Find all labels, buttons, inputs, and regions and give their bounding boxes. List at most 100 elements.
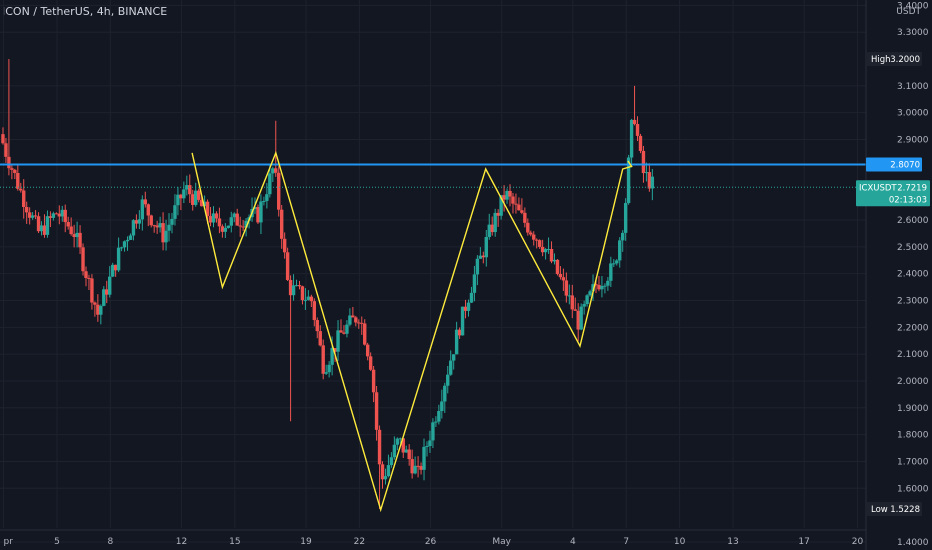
candle <box>19 182 23 193</box>
time-tick-label: 20 <box>852 537 864 547</box>
candle <box>33 210 38 220</box>
low-badge: Low 1.5228 <box>866 502 922 517</box>
candle <box>300 285 305 305</box>
candle <box>226 225 231 229</box>
candle <box>81 243 85 276</box>
title-separator: , <box>89 5 97 18</box>
candle <box>131 219 136 241</box>
candle <box>505 188 509 204</box>
candle <box>546 237 551 254</box>
candle <box>122 240 127 252</box>
candle <box>176 187 180 216</box>
candle <box>223 223 228 238</box>
candle <box>7 59 11 176</box>
candle <box>16 164 20 191</box>
symbol-title[interactable]: ICON / TetherUS, 4h, BINANCE <box>2 5 167 18</box>
candle <box>523 207 527 228</box>
candle <box>4 137 8 163</box>
resistance-line[interactable] <box>0 163 866 188</box>
candle <box>274 120 278 177</box>
time-tick-label: 19 <box>300 537 312 547</box>
candle <box>105 280 109 304</box>
candle <box>155 220 159 234</box>
candle <box>632 85 637 126</box>
candle <box>618 237 622 268</box>
pattern-drawing[interactable] <box>191 150 633 513</box>
candle <box>644 162 649 182</box>
candle <box>66 216 70 230</box>
candle <box>161 212 165 251</box>
candle <box>185 175 189 196</box>
candle <box>306 290 311 301</box>
candle <box>549 241 554 264</box>
candle <box>478 247 483 259</box>
candle <box>600 276 604 298</box>
time-tick-label: 15 <box>229 537 240 547</box>
candle <box>472 265 477 302</box>
candle <box>51 211 56 221</box>
candle <box>532 231 536 246</box>
candle <box>377 425 382 510</box>
candle <box>368 352 373 371</box>
candle <box>389 452 394 468</box>
candle <box>179 193 183 211</box>
candle <box>143 191 147 208</box>
candle <box>606 277 610 291</box>
candle <box>564 272 569 303</box>
candle <box>454 321 459 355</box>
price-tick-label: 3.3000 <box>897 28 929 38</box>
price-tick-label: 1.7000 <box>897 457 929 467</box>
price-badges: High 3.2000 2.8070 ICXUSDT 2.7219 02:13:03 Low… <box>856 52 930 517</box>
current-price-badge: ICXUSDT 2.7219 02:13:03 <box>856 180 930 207</box>
candle <box>419 462 423 475</box>
candle <box>140 195 145 231</box>
candle <box>484 229 488 267</box>
candle <box>259 194 263 235</box>
time-axis[interactable]: pr 5 8 12 15 19 22 26 May 4 7 10 13 17 20 <box>0 529 866 547</box>
candle <box>285 247 290 282</box>
candle <box>45 210 50 238</box>
candle <box>457 327 462 339</box>
price-tick-label: 1.8000 <box>897 431 929 441</box>
candle <box>60 205 64 222</box>
candle <box>342 325 346 335</box>
candle <box>508 184 512 207</box>
candle <box>271 166 275 182</box>
candle <box>437 404 441 425</box>
candle <box>188 174 192 203</box>
time-tick-label: 7 <box>623 537 629 547</box>
w-pattern-path[interactable] <box>191 150 633 513</box>
price-tick-label: 2.5000 <box>897 243 929 253</box>
candle <box>279 204 284 249</box>
candle <box>481 251 486 264</box>
candle <box>496 209 500 227</box>
candle <box>336 320 340 361</box>
candle <box>268 164 272 198</box>
title-separator: , <box>110 5 118 18</box>
candle <box>202 195 207 207</box>
candle <box>232 212 236 223</box>
candle <box>520 198 524 215</box>
time-tick-label: 8 <box>107 537 113 547</box>
candle <box>125 236 130 251</box>
candle <box>398 437 403 444</box>
candle <box>451 354 456 370</box>
candle <box>431 418 435 449</box>
candle <box>443 382 447 413</box>
candle <box>502 185 506 212</box>
resistance-price-badge: 2.8070 <box>866 157 922 172</box>
candle <box>434 416 438 427</box>
candle <box>75 221 79 248</box>
candle <box>312 298 317 327</box>
candle <box>69 217 73 236</box>
candle <box>196 188 201 203</box>
candle <box>108 266 112 298</box>
candle <box>303 288 308 310</box>
candle <box>407 444 411 466</box>
candle-countdown: 02:13:03 <box>889 195 927 205</box>
candle <box>585 294 589 307</box>
candle <box>1 127 5 145</box>
candle <box>211 206 216 228</box>
